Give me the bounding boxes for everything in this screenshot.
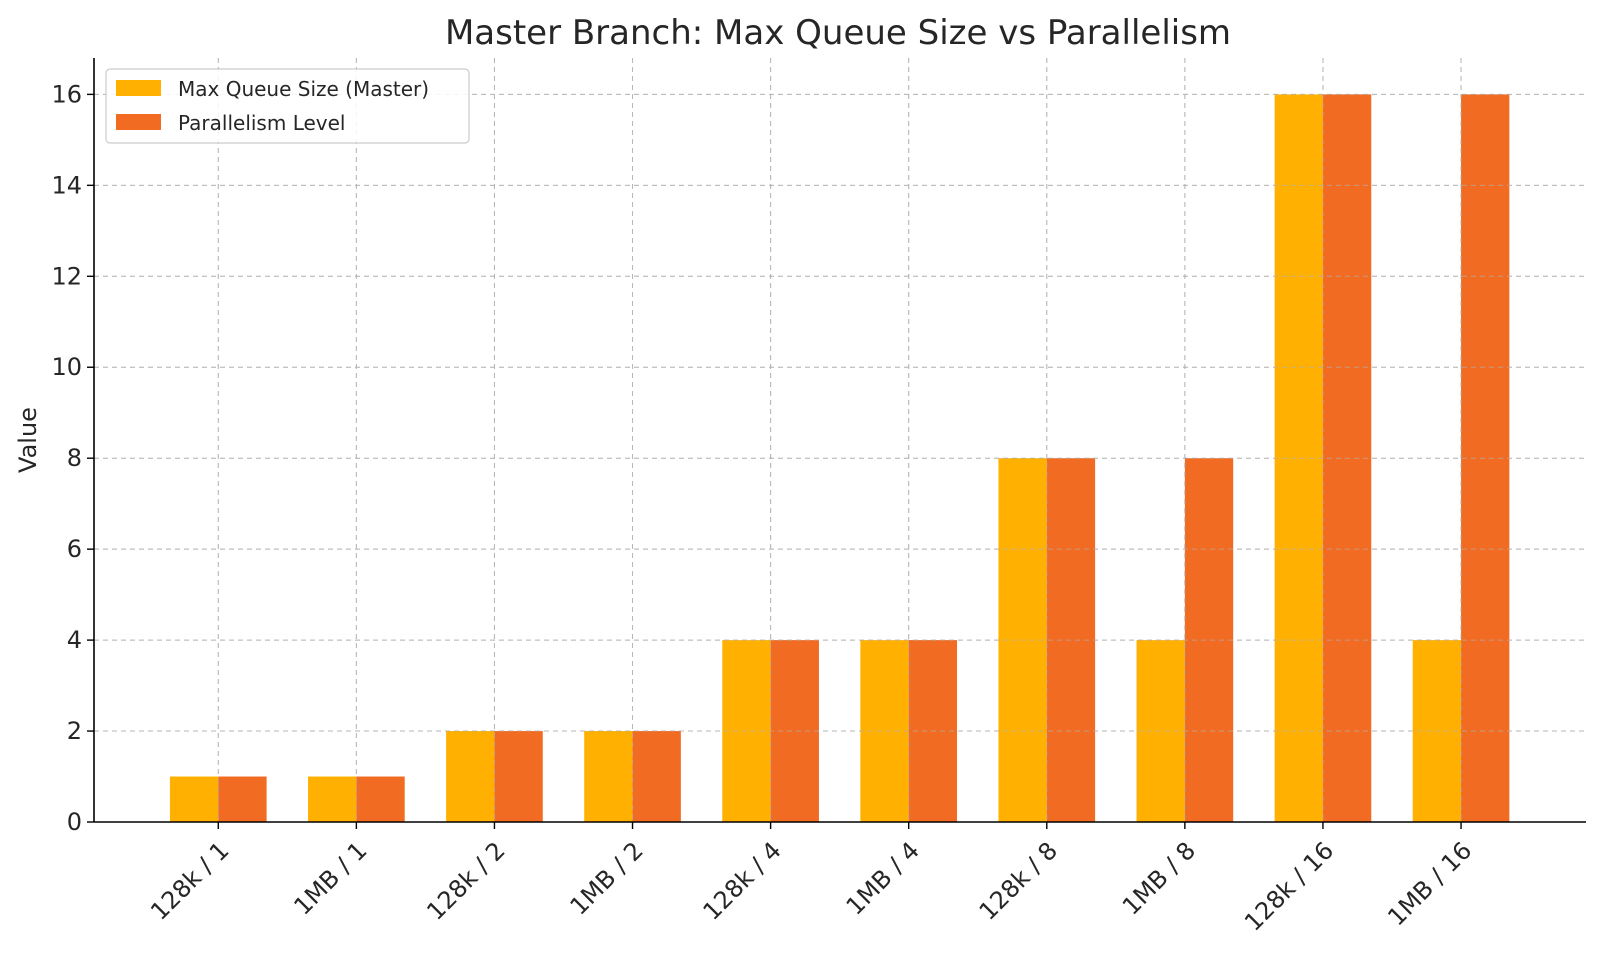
bar-parallelism-level — [770, 640, 819, 822]
x-tick-label: 128k / 16 — [1239, 836, 1339, 936]
bar-max-queue-size — [584, 731, 633, 822]
bar-max-queue-size — [446, 731, 495, 822]
bar-max-queue-size — [308, 776, 357, 822]
y-tick-label: 14 — [51, 171, 82, 199]
x-tick-label: 1MB / 8 — [1117, 836, 1201, 920]
legend: Max Queue Size (Master) Parallelism Level — [105, 68, 470, 144]
y-tick-label: 12 — [51, 262, 82, 290]
x-tick-label: 128k / 2 — [421, 836, 510, 925]
x-tick-label: 1MB / 2 — [565, 836, 649, 920]
y-axis-label: Value — [14, 407, 42, 473]
bar-parallelism-level — [356, 776, 405, 822]
chart-title: Master Branch: Max Queue Size vs Paralle… — [445, 13, 1231, 53]
x-tick-label: 128k / 8 — [974, 836, 1063, 925]
y-tick-label: 0 — [67, 808, 82, 836]
x-tick-label: 128k / 1 — [145, 836, 234, 925]
x-tick-label: 1MB / 4 — [841, 836, 925, 920]
legend-swatch — [116, 114, 161, 130]
legend-box — [105, 68, 470, 144]
y-tick-label: 6 — [67, 535, 82, 563]
bars-layer — [94, 58, 1586, 823]
y-tick-label: 4 — [67, 626, 82, 654]
y-tick-label: 8 — [67, 444, 82, 472]
bar-parallelism-level — [494, 731, 543, 822]
bar-max-queue-size — [1274, 94, 1323, 822]
legend-label: Max Queue Size (Master) — [178, 77, 429, 101]
x-tick-label: 1MB / 1 — [288, 836, 372, 920]
bar-parallelism-level — [218, 776, 267, 822]
x-tick-labels: 128k / 1 1MB / 1 128k / 2 1MB / 2 128k / 4 1M… — [145, 822, 1477, 937]
y-tick-label: 16 — [51, 80, 82, 108]
x-tick-label: 128k / 4 — [698, 836, 787, 925]
bar-max-queue-size — [169, 776, 219, 822]
legend-label: Parallelism Level — [178, 111, 345, 135]
bar-parallelism-level — [632, 731, 681, 822]
y-tick-label: 10 — [51, 353, 82, 381]
bar-max-queue-size — [860, 640, 909, 822]
y-tick-label: 2 — [67, 717, 82, 745]
x-tick-label: 1MB / 16 — [1382, 836, 1477, 931]
y-tick-labels: 0 2 4 6 8 10 12 14 16 — [51, 80, 94, 836]
legend-swatch — [116, 80, 161, 96]
